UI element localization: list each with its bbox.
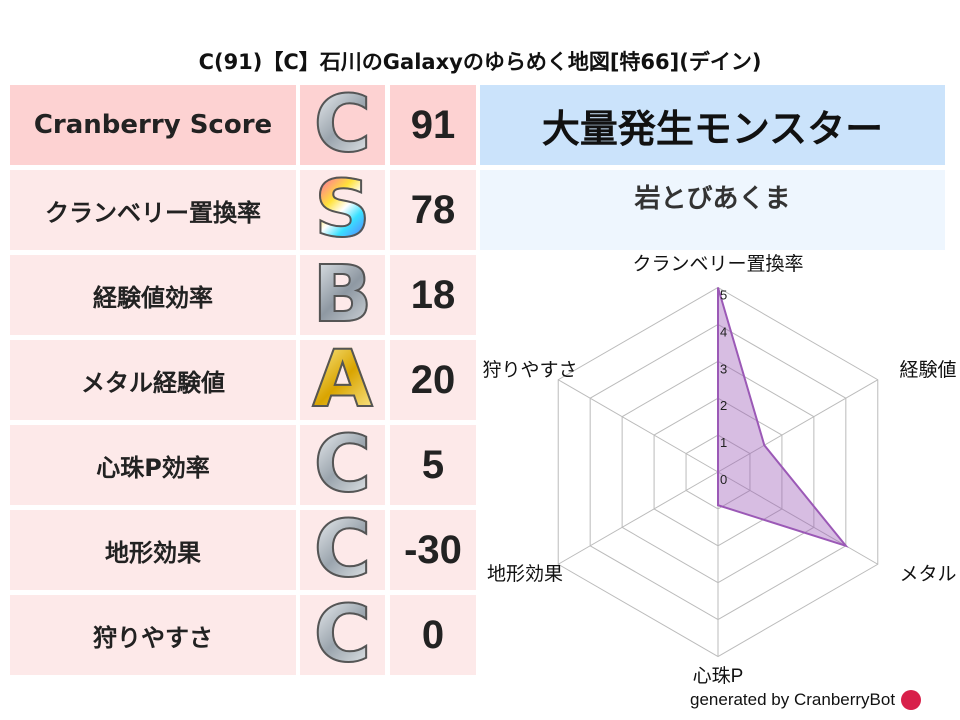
row-label: 地形効果 bbox=[10, 510, 296, 590]
axis-label: 狩りやすさ bbox=[482, 359, 577, 381]
grade-badge: B bbox=[300, 255, 385, 335]
grade-letter: S bbox=[313, 170, 371, 250]
grade-badge: C bbox=[300, 425, 385, 505]
grade-badge: C bbox=[300, 85, 385, 165]
footer-credit: generated by CranberryBot bbox=[690, 690, 922, 710]
grid-spoke bbox=[717, 379, 879, 473]
monster-header: 大量発生モンスター bbox=[480, 85, 945, 165]
monster-name: 岩とびあくま bbox=[480, 170, 945, 250]
row-value: 0 bbox=[390, 595, 476, 675]
grade-badge: C bbox=[300, 510, 385, 590]
axis-label: クランベリー置換率 bbox=[632, 253, 803, 275]
grid-spoke bbox=[557, 471, 719, 565]
grade-letter: A bbox=[311, 340, 373, 420]
row-value: 18 bbox=[390, 255, 476, 335]
tick-label: 1 bbox=[720, 435, 727, 450]
grade-letter: B bbox=[312, 255, 373, 335]
row-value: 91 bbox=[390, 85, 476, 165]
tick-label: 0 bbox=[720, 472, 727, 487]
axis-label: 地形効果 bbox=[487, 563, 563, 585]
axis-label: メタル bbox=[899, 563, 956, 585]
row-label: 経験値効率 bbox=[10, 255, 296, 335]
grid-spoke bbox=[717, 471, 879, 565]
tick-label: 4 bbox=[720, 324, 727, 339]
grade-letter: C bbox=[313, 85, 372, 165]
row-label: Cranberry Score bbox=[10, 85, 296, 165]
grade-letter: C bbox=[313, 595, 372, 675]
tick-label: 2 bbox=[720, 398, 727, 413]
page-title: C(91)【C】石川のGalaxyのゆらめく地図[特66](デイン) bbox=[198, 50, 762, 74]
row-value: 78 bbox=[390, 170, 476, 250]
row-value: 5 bbox=[390, 425, 476, 505]
footer-text: generated by CranberryBot bbox=[690, 690, 896, 709]
grade-badge: S bbox=[300, 170, 385, 250]
row-label: クランベリー置換率 bbox=[10, 170, 296, 250]
tick-label: 3 bbox=[720, 361, 727, 376]
grade-letter: C bbox=[313, 425, 372, 505]
grade-badge: A bbox=[300, 340, 385, 420]
row-label: 心珠P効率 bbox=[10, 425, 296, 505]
row-value: 20 bbox=[390, 340, 476, 420]
axis-label: 経験値 bbox=[899, 359, 956, 381]
row-value: -30 bbox=[390, 510, 476, 590]
data-polygon bbox=[717, 287, 849, 548]
row-label: 狩りやすさ bbox=[10, 595, 296, 675]
grade-badge: C bbox=[300, 595, 385, 675]
tick-label: 5 bbox=[720, 288, 727, 303]
grade-letter: C bbox=[313, 510, 372, 590]
grid-spoke bbox=[557, 379, 719, 473]
row-label: メタル経験値 bbox=[10, 340, 296, 420]
cranberry-mascot-icon bbox=[901, 690, 922, 710]
axis-label: 心珠P bbox=[693, 665, 744, 687]
